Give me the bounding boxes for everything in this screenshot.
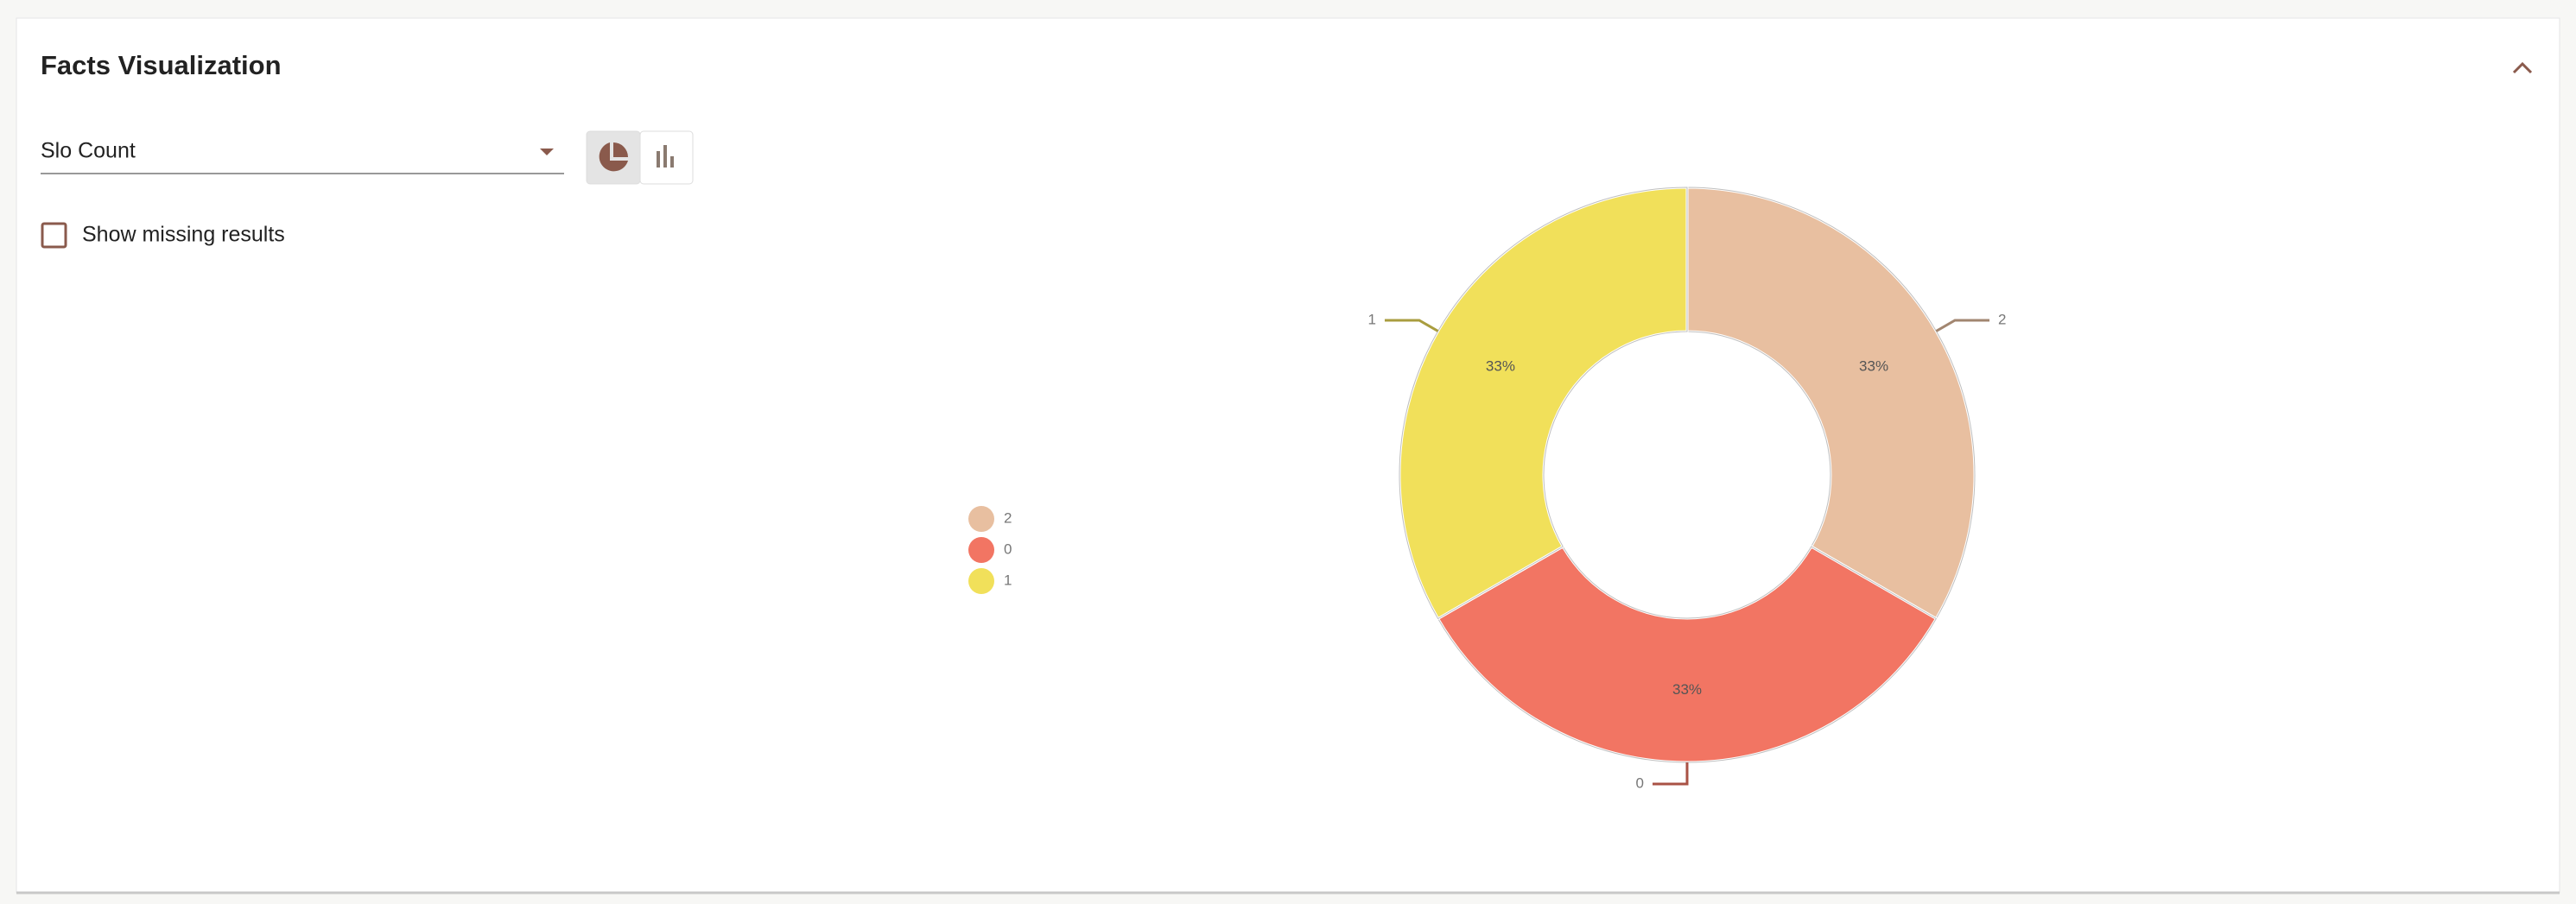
donut-chart: 33% 2 33% 0 33% 1 2 0 1 [968,186,2007,791]
donut-slice [1398,186,1689,621]
leader-line [1935,319,1990,332]
leader-line [1384,319,1439,332]
panel-card [16,17,2560,894]
leader-line [1653,762,1689,786]
donut-slice [1436,544,1938,764]
percent-label: 33% [1672,681,1702,698]
percent-label: 33% [1859,358,1888,375]
metric-dropdown[interactable]: Slo Count [41,139,564,174]
legend-swatch [968,568,994,594]
percent-label: 33% [1486,358,1515,375]
donut-slice [1685,186,1976,621]
legend-swatch [968,537,994,563]
legend-label: 1 [1004,572,1012,588]
bar-icon [670,156,674,168]
dropdown-arrow [540,149,554,155]
pie-icon-slice [613,142,628,157]
slice-outline [1399,186,1688,620]
missing-checkbox[interactable] [41,222,67,249]
legend-swatch [968,506,994,532]
bar-icon [663,145,667,168]
panel-title: Facts Visualization [41,50,282,80]
chart-toggle [586,130,694,185]
legend-label: 2 [1004,509,1012,526]
pie-icon [599,142,628,172]
collapse-button[interactable] [2512,61,2533,74]
outer-label: 2 [1998,311,2006,327]
slice-outline [1686,186,1976,620]
outer-label: 1 [1367,311,1375,327]
bar-icon [657,151,660,168]
dropdown-value: Slo Count [41,139,136,163]
slice-outline [1437,546,1938,763]
checkbox-label: Show missing results [82,223,285,247]
legend-label: 0 [1004,541,1012,557]
pie-toggle[interactable] [586,130,641,185]
outer-label: 0 [1636,774,1644,791]
